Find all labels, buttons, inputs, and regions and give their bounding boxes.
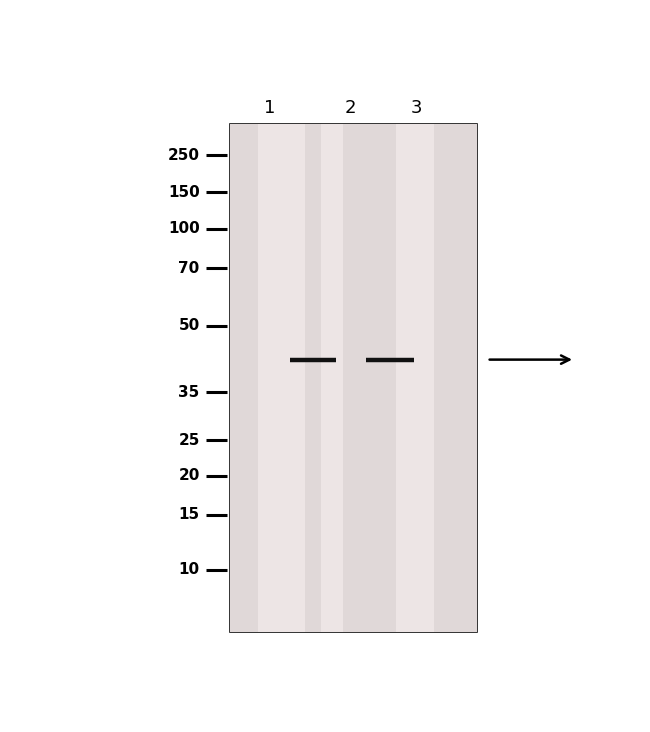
Text: 50: 50 [178,318,200,333]
Text: 10: 10 [179,562,200,578]
Bar [396,124,434,632]
Text: 20: 20 [178,468,200,483]
Text: 250: 250 [168,148,200,163]
Text: 25: 25 [178,433,200,447]
Bar [230,124,476,632]
Text: 100: 100 [168,221,200,236]
Bar [343,124,381,632]
Bar [306,124,320,632]
Bar [320,124,343,632]
Bar [381,124,396,632]
Text: 35: 35 [178,385,200,400]
Text: 1: 1 [265,99,276,116]
Bar [230,124,257,632]
Text: 150: 150 [168,184,200,200]
Text: 70: 70 [178,261,200,276]
Bar [257,124,306,632]
Text: 3: 3 [411,99,422,116]
Text: 2: 2 [345,99,356,116]
Text: 15: 15 [179,507,200,522]
Bar [434,124,476,632]
